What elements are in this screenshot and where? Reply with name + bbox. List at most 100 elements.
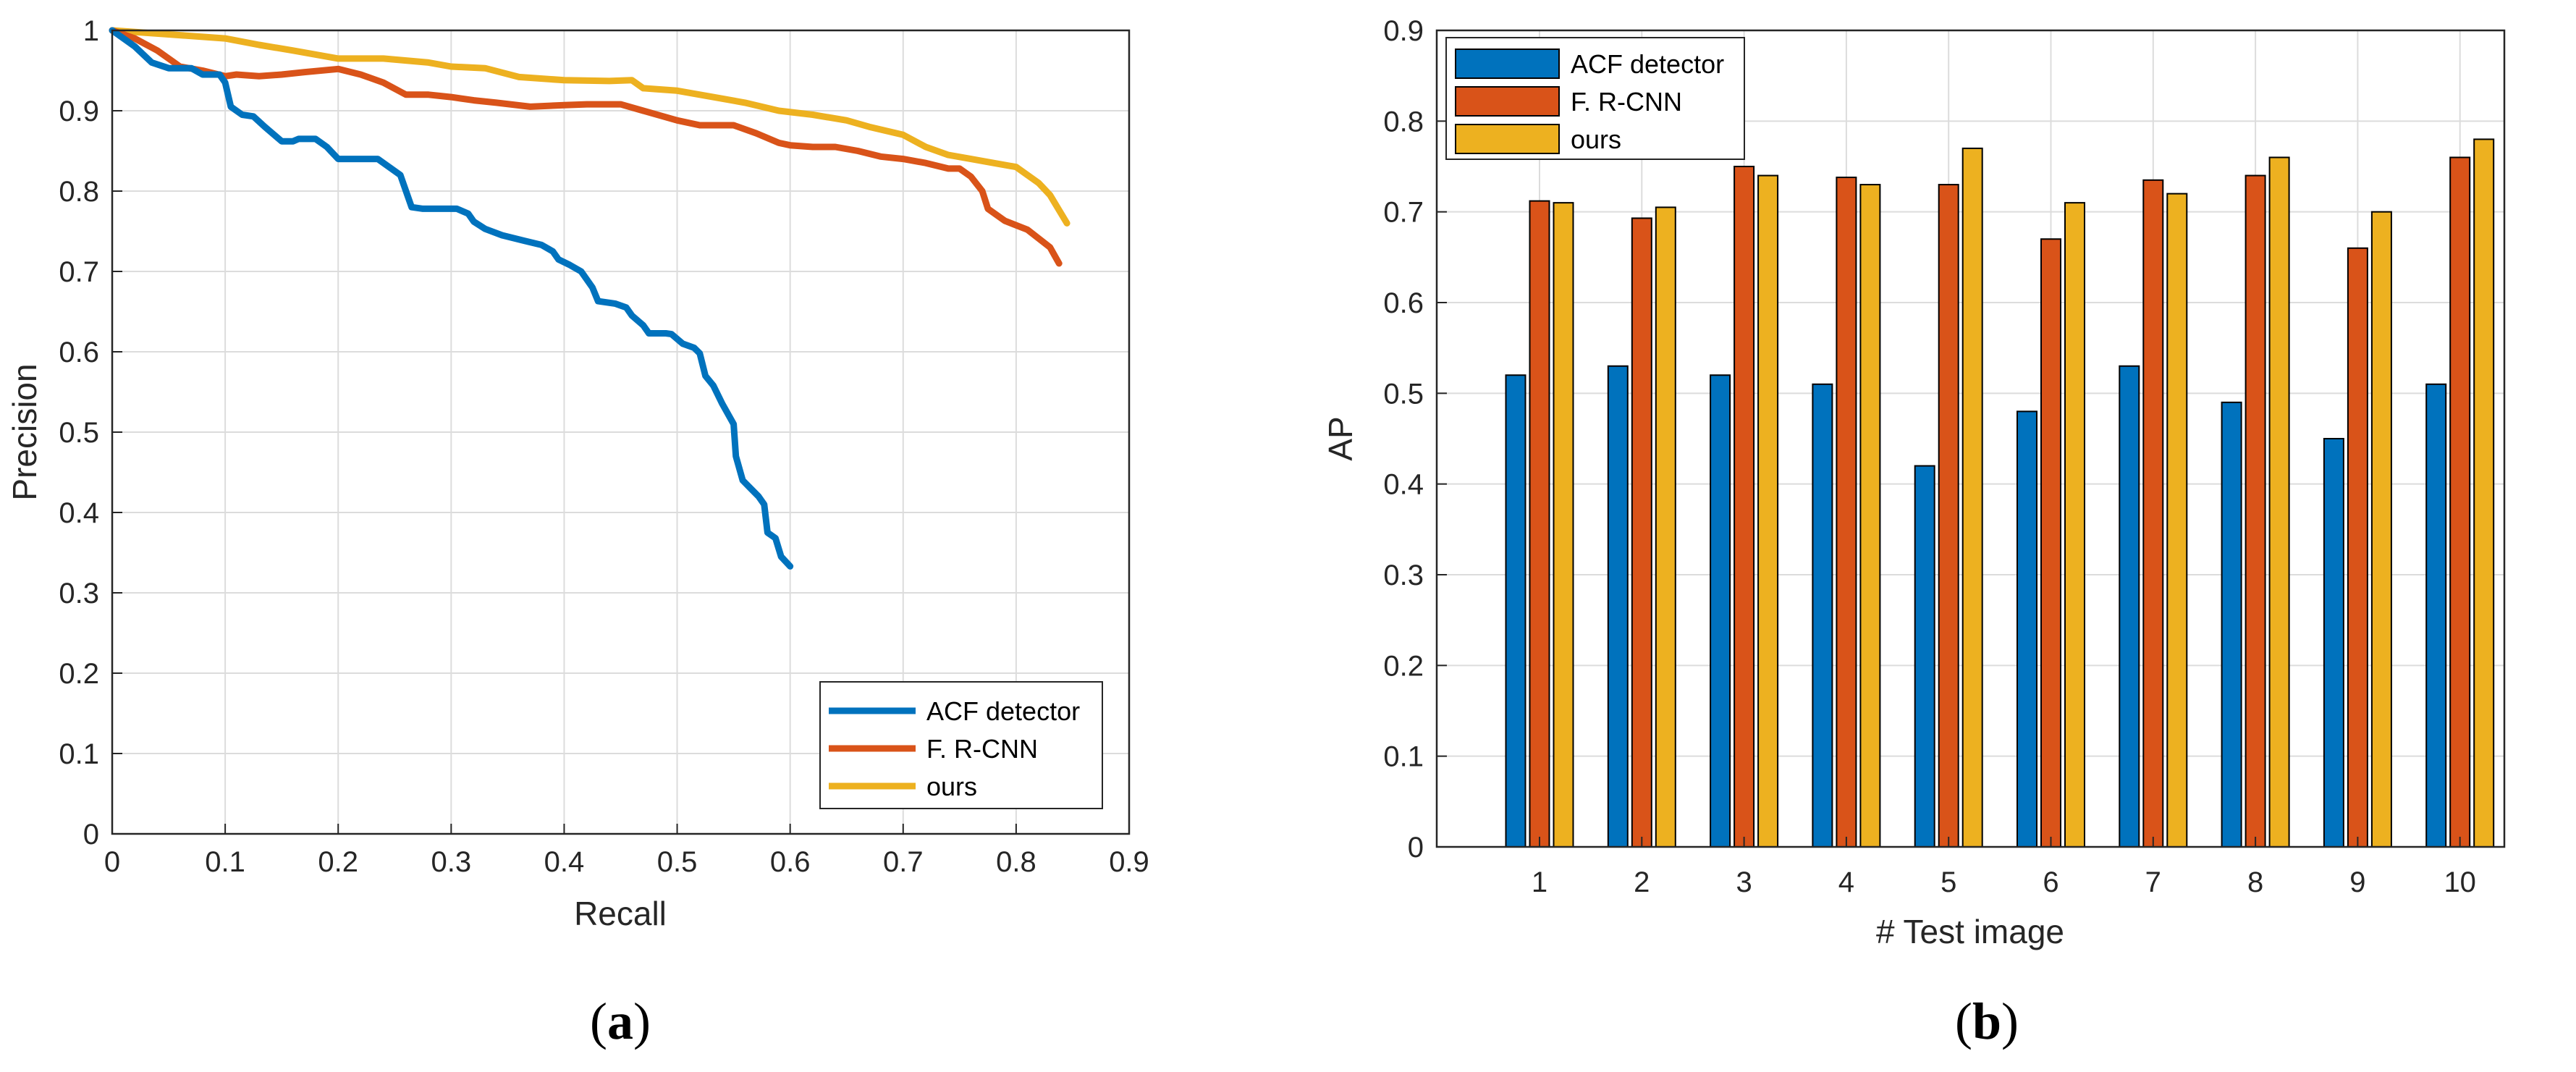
panel-a-caption: (a) <box>590 992 651 1050</box>
panel-b-x-tick-label: 2 <box>1634 866 1650 898</box>
panel-b-bar-1 <box>2142 179 2164 848</box>
panel-a-x-axis-title: Recall <box>574 895 667 932</box>
panel-b-y-axis-title: AP <box>1322 416 1359 460</box>
panel-b-bar-2 <box>2064 202 2085 848</box>
panel-a-y-tick-label: 1 <box>83 15 99 47</box>
panel-b-bar-0 <box>2119 365 2140 848</box>
panel-b-caption: (b) <box>1955 992 2019 1050</box>
panel-a-y-tick-label: 0.9 <box>59 96 99 127</box>
panel-a-x-tick-label: 0.6 <box>770 846 811 878</box>
panel-b-x-tick-label: 7 <box>2145 866 2161 898</box>
panel-b-bar-2 <box>2268 156 2290 848</box>
panel-a-x-tick-label: 0 <box>104 846 120 878</box>
panel-a-x-tick-label: 0.2 <box>318 846 358 878</box>
panel-b-y-tick-label: 0.5 <box>1383 378 1424 410</box>
panel-b-legend-swatch <box>1455 86 1560 117</box>
panel-b-bar-1 <box>1938 184 1959 848</box>
panel-b-legend-swatch <box>1455 124 1560 154</box>
panel-a-x-tick-label: 0.9 <box>1109 846 1149 878</box>
panel-b-bar-0 <box>1710 374 1731 848</box>
panel-b-legend-label: F. R-CNN <box>1571 87 1682 117</box>
panel-a-y-tick-label: 0.4 <box>59 497 99 529</box>
panel-b-y-tick-label: 0.9 <box>1383 15 1424 47</box>
panel-b-x-ticks: 1 2 3 4 5 6 7 8 9 10 <box>1532 837 2476 898</box>
panel-b-y-tick-label: 0.1 <box>1383 741 1424 773</box>
panel-b-x-axis-title: # Test image <box>1876 913 2064 950</box>
panel-b-bar-2 <box>1553 202 1574 848</box>
panel-a-y-ticks: 0 0.1 0.2 0.3 0.4 0.5 0.6 0.7 0.8 0.9 1 <box>59 15 122 851</box>
panel-a-legend-label: ours <box>926 772 977 801</box>
panel-b-bar-0 <box>2221 401 2242 848</box>
panel-b-bar-0 <box>2323 438 2344 848</box>
panel-b-legend-swatch <box>1455 48 1560 79</box>
panel-a-y-tick-label: 0.6 <box>59 337 99 368</box>
panel-a-y-tick-label: 0.8 <box>59 176 99 208</box>
panel-b-x-tick-label: 1 <box>1532 866 1547 898</box>
panel-b-bar-2 <box>2473 138 2495 848</box>
panel-b-bar-1 <box>2347 247 2368 848</box>
panel-b-x-tick-label: 10 <box>2444 866 2476 898</box>
panel-a-y-tick-label: 0.2 <box>59 658 99 690</box>
panel-b-x-tick-label: 5 <box>1941 866 1956 898</box>
panel-a-line-chart: 0 0.1 0.2 0.3 0.4 0.5 0.6 0.7 0.8 0.9 0 0.1 0.2 0.3 0… <box>6 15 1149 1050</box>
panel-b-x-tick-label: 8 <box>2247 866 2263 898</box>
panel-b-bars <box>1505 138 2495 848</box>
panel-b-bar-2 <box>1859 184 1881 848</box>
panel-b-bar-0 <box>1812 383 1833 848</box>
panel-b-bar-1 <box>1836 177 1857 848</box>
panel-a-series-line-0 <box>109 27 794 570</box>
panel-a-x-tick-label: 0.4 <box>544 846 585 878</box>
panel-b-bar-chart: 1 2 3 4 5 6 7 8 9 10 0 0.1 0.2 0.3 0.4 0.5 0.6 0.7 0.8 0.9… <box>1322 15 2506 1050</box>
panel-b-bar-1 <box>2040 238 2061 848</box>
panel-a-y-tick-label: 0.1 <box>59 738 99 770</box>
panel-a-x-tick-label: 0.7 <box>883 846 924 878</box>
panel-a-y-tick-label: 0.5 <box>59 417 99 449</box>
panel-a-y-axis-title: Precision <box>6 363 43 500</box>
panel-b-y-tick-label: 0.2 <box>1383 650 1424 682</box>
panel-b-legend-label: ACF detector <box>1571 49 1724 79</box>
panel-b-bar-2 <box>1961 147 1983 848</box>
panel-b-y-tick-label: 0.8 <box>1383 106 1424 138</box>
panel-b-y-tick-label: 0.4 <box>1383 469 1424 501</box>
panel-b-y-tick-label: 0.3 <box>1383 560 1424 591</box>
panel-a-series-line-2 <box>109 27 1070 227</box>
panel-b-bar-2 <box>1757 174 1779 848</box>
panel-a-y-tick-label: 0.3 <box>59 578 99 609</box>
panel-a-series-line-1 <box>109 27 1063 267</box>
panel-b-bar-0 <box>1505 374 1526 848</box>
panel-b-x-tick-label: 9 <box>2349 866 2365 898</box>
panel-b-bar-2 <box>2370 211 2392 848</box>
panel-b-x-tick-label: 6 <box>2043 866 2058 898</box>
panel-b-bar-0 <box>2425 383 2447 848</box>
panel-a-x-ticks: 0 0.1 0.2 0.3 0.4 0.5 0.6 0.7 0.8 0.9 <box>104 824 1149 878</box>
panel-a-y-tick-label: 0.7 <box>59 256 99 288</box>
panel-b-bar-1 <box>1631 217 1652 848</box>
panel-b-bar-1 <box>2449 156 2471 848</box>
panel-a-legend-label: F. R-CNN <box>926 734 1038 764</box>
panel-b-x-tick-label: 3 <box>1736 866 1752 898</box>
panel-a-legend: ACF detector F. R-CNN ours <box>819 681 1103 809</box>
panel-b-legend: ACF detector F. R-CNN ours <box>1445 37 1745 160</box>
panel-b-bar-0 <box>1914 465 1935 848</box>
panel-b-legend-label: ours <box>1571 124 1621 154</box>
panel-b-bar-2 <box>1655 206 1676 848</box>
panel-b-bar-0 <box>1607 365 1629 848</box>
panel-b-y-tick-label: 0.6 <box>1383 287 1424 319</box>
panel-b-bar-2 <box>2166 193 2188 848</box>
panel-b-bar-1 <box>1733 166 1755 848</box>
panel-b-bar-1 <box>2245 174 2266 848</box>
panel-b-axes-box <box>1435 29 2506 848</box>
panel-a-legend-label: ACF detector <box>926 696 1080 726</box>
panel-a-series <box>109 27 1070 570</box>
panel-a-x-tick-label: 0.8 <box>996 846 1036 878</box>
panel-b-bar-1 <box>1529 200 1550 848</box>
panel-a-x-tick-label: 0.3 <box>431 846 472 878</box>
panel-b-y-tick-label: 0.7 <box>1383 197 1424 229</box>
panel-b-x-tick-label: 4 <box>1838 866 1854 898</box>
panel-a-x-tick-label: 0.5 <box>657 846 698 878</box>
panel-a-x-tick-label: 0.1 <box>205 846 245 878</box>
panel-b-bar-0 <box>2017 410 2037 848</box>
panel-b-y-tick-label: 0 <box>1408 832 1424 864</box>
panel-b-y-ticks: 0 0.1 0.2 0.3 0.4 0.5 0.6 0.7 0.8 0.9 <box>1383 15 1447 864</box>
